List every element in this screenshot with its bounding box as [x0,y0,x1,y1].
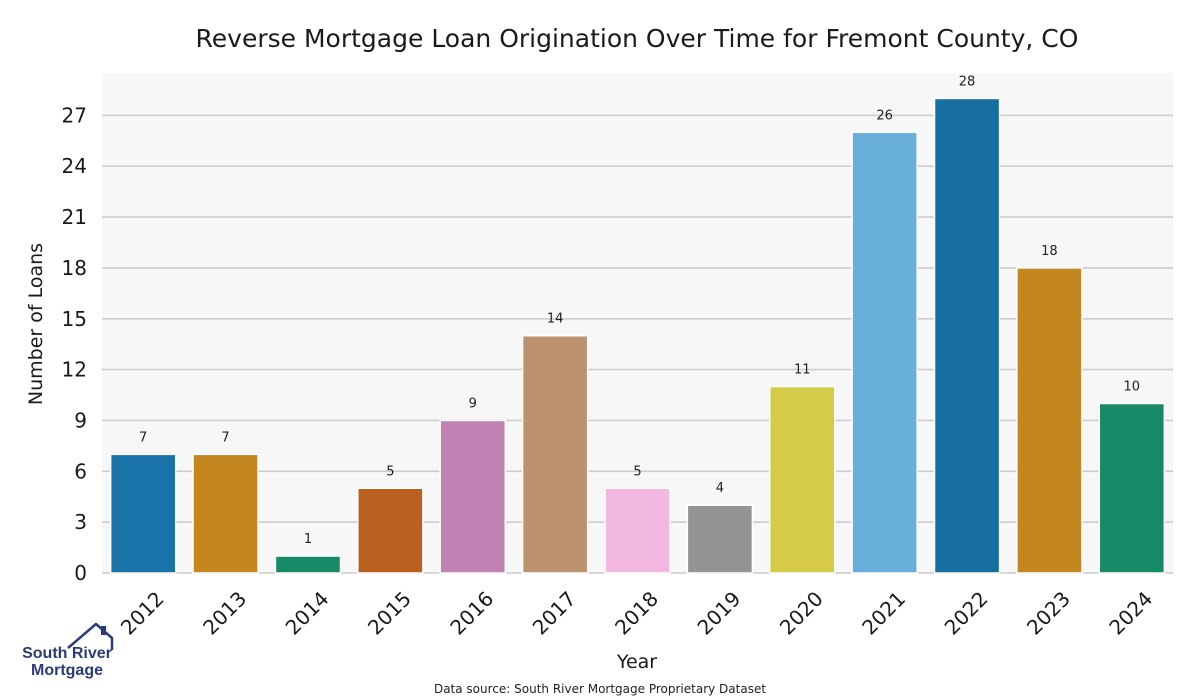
y-tick-label: 24 [62,154,87,178]
data-label-2014: 1 [304,532,312,547]
x-tick-label-2012: 2012 [116,587,169,640]
x-tick-label-2017: 2017 [528,587,581,640]
x-tick-label-2019: 2019 [692,587,745,640]
data-label-2020: 11 [794,363,811,378]
y-tick-label: 21 [62,205,87,229]
y-tick-label: 9 [74,408,87,432]
y-tick-label: 18 [62,256,87,280]
bars [109,97,1166,574]
bar-2012 [109,453,177,574]
y-tick-label: 0 [74,561,87,585]
data-label-2023: 18 [1041,244,1058,259]
data-label-2012: 7 [139,430,147,445]
bar-2017 [521,334,589,574]
data-labels: 7 7 1 5 9 14 5 4 11 26 28 18 10 [139,74,1140,547]
bar-2015 [357,487,424,574]
bar-2021 [851,131,918,574]
data-label-2013: 7 [221,430,229,445]
logo-line-1: South River [22,645,112,662]
y-tick-label: 3 [74,510,87,534]
x-tick-label-2014: 2014 [281,587,334,640]
company-logo: South River Mortgage [22,622,114,679]
bar-2013 [192,453,259,574]
y-tick-label: 27 [62,103,87,127]
x-tick-label-2024: 2024 [1104,587,1157,640]
logo-line-2: Mortgage [31,662,103,679]
x-tick-label-2013: 2013 [198,587,251,640]
data-label-2016: 9 [469,396,477,411]
bar-2018 [604,487,671,574]
data-label-2017: 14 [547,312,564,327]
bar-2023 [1016,267,1083,574]
x-tick-label-2023: 2023 [1022,587,1075,640]
x-tick-label-2018: 2018 [610,587,663,640]
x-tick-label-2021: 2021 [857,587,910,640]
y-axis-ticks: 0 3 6 9 12 15 18 21 24 27 [62,103,87,585]
y-tick-label: 15 [62,307,87,331]
bar-2022 [933,97,1001,574]
data-label-2015: 5 [386,464,394,479]
bar-2016 [439,419,507,574]
house-icon [67,622,114,650]
data-label-2024: 10 [1124,380,1141,395]
y-tick-label: 12 [62,358,87,382]
bar-2020 [768,385,836,574]
data-label-2022: 28 [959,74,976,89]
y-tick-label: 6 [74,459,87,483]
bar-2014 [274,555,342,574]
bar-2019 [686,504,754,574]
data-label-2021: 26 [876,108,893,123]
y-axis-label: Number of Loans [25,243,47,405]
data-label-2019: 4 [716,481,724,496]
chart-title: Reverse Mortgage Loan Origination Over T… [196,24,1079,53]
data-label-2018: 5 [633,464,641,479]
x-axis-label: Year [616,651,657,673]
x-tick-label-2020: 2020 [775,587,828,640]
x-tick-label-2022: 2022 [940,587,993,640]
data-source-note: Data source: South River Mortgage Propri… [434,682,766,696]
bar-2024 [1098,402,1166,574]
x-tick-label-2015: 2015 [363,587,416,640]
x-tick-label-2016: 2016 [445,587,498,640]
x-axis-ticks: 2012 2013 2014 2015 2016 2017 2018 2019 2020 2021… [116,587,1158,640]
